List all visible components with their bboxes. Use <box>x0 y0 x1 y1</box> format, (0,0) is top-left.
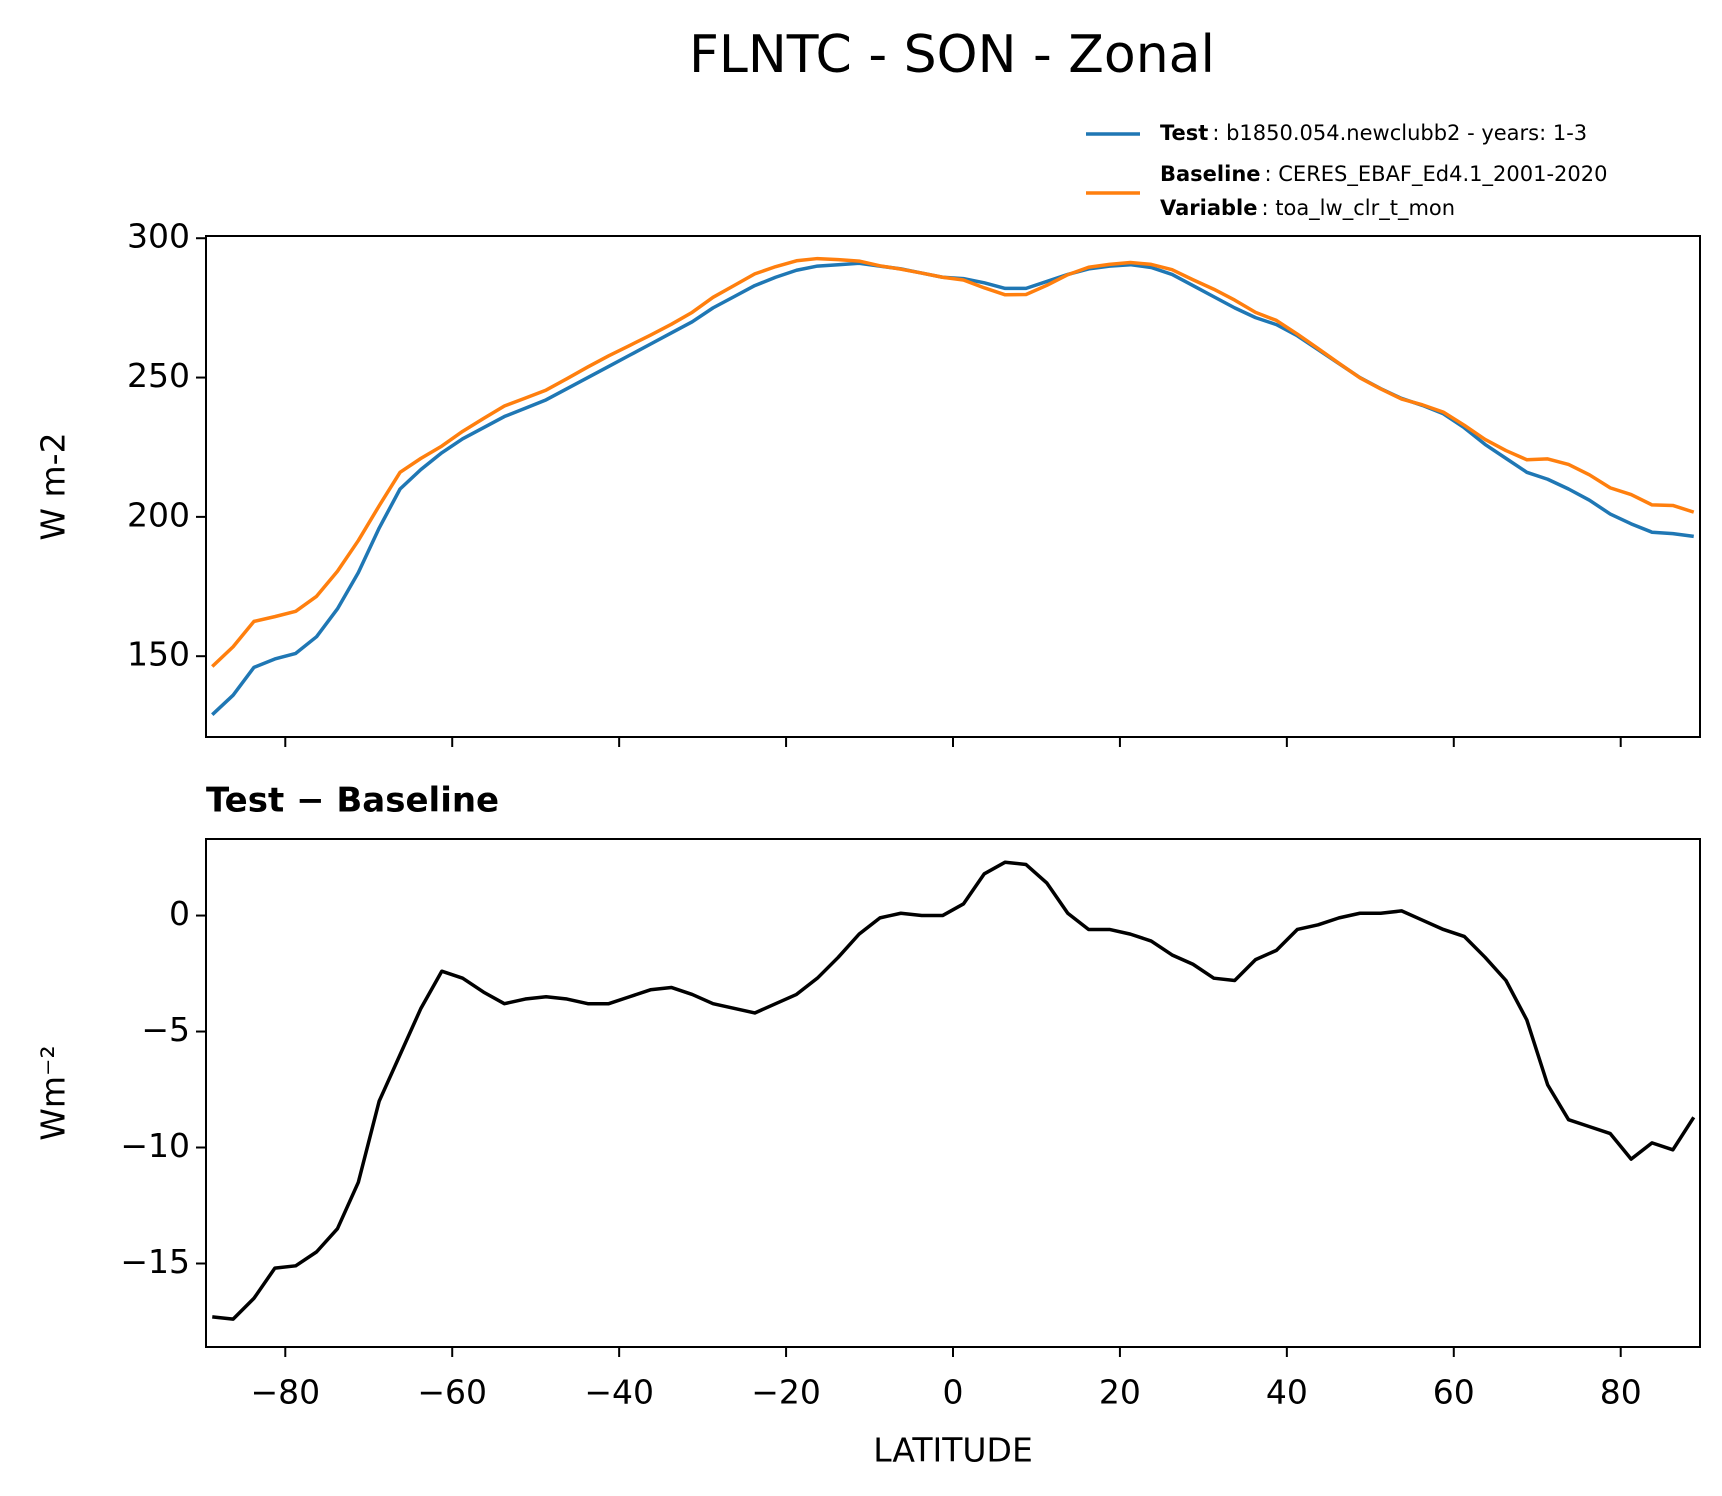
subplot-title: Test − Baseline <box>206 781 499 821</box>
y-tick-label: −5 <box>141 1010 190 1049</box>
y-tick-label: 150 <box>127 635 190 674</box>
y-tick-label: 200 <box>127 495 190 534</box>
y-tick-label: −15 <box>120 1242 190 1281</box>
x-tick-label: 0 <box>943 1373 964 1412</box>
x-tick-label: 80 <box>1600 1373 1642 1412</box>
x-tick-label: 40 <box>1266 1373 1308 1412</box>
y-tick-label: 0 <box>169 894 190 933</box>
plot-frame <box>205 838 1701 1348</box>
legend-note: Variable: toa_lw_clr_t_mon <box>1160 196 1455 221</box>
y-axis-label: W m-2 <box>34 432 73 540</box>
legend-entry: Test: b1850.054.newclubb2 - years: 1-3 <box>1160 121 1587 145</box>
legend-name: Baseline <box>1160 162 1261 186</box>
y-axis-label: Wm⁻² <box>34 1045 73 1140</box>
legend-note-description: : toa_lw_clr_t_mon <box>1261 196 1455 221</box>
y-tick-label: 250 <box>127 356 190 395</box>
x-tick-label: −40 <box>584 1373 654 1412</box>
x-tick-label: −80 <box>250 1373 320 1412</box>
x-tick-label: 60 <box>1433 1373 1475 1412</box>
legend-name: Test <box>1160 121 1208 145</box>
x-tick-label: −20 <box>751 1373 821 1412</box>
legend-description: : b1850.054.newclubb2 - years: 1-3 <box>1212 121 1587 145</box>
plot-frame <box>205 235 1701 738</box>
legend-entry: Baseline: CERES_EBAF_Ed4.1_2001-2020 <box>1160 162 1607 187</box>
x-tick-label: −60 <box>417 1373 487 1412</box>
legend-description: : CERES_EBAF_Ed4.1_2001-2020 <box>1265 162 1608 187</box>
x-tick-label: 20 <box>1099 1373 1141 1412</box>
legend-note-name: Variable <box>1160 196 1257 220</box>
difference-line <box>212 860 1696 1321</box>
figure-title: FLNTC - SON - Zonal <box>689 25 1215 85</box>
y-tick-label: 300 <box>127 217 190 256</box>
x-axis-label: LATITUDE <box>873 1431 1033 1470</box>
line-baseline <box>211 256 1695 668</box>
y-tick-label: −10 <box>120 1126 190 1165</box>
